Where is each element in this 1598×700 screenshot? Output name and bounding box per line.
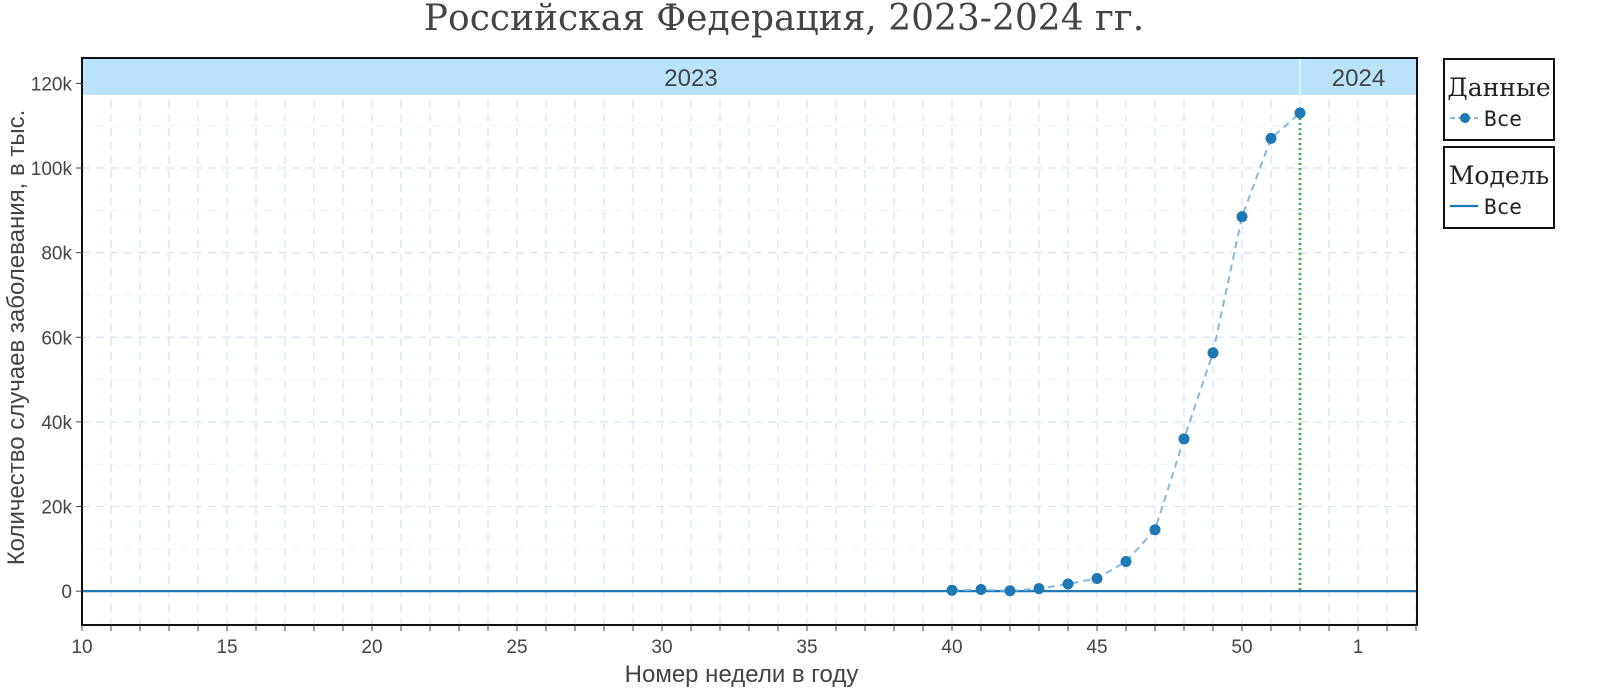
y-axis-label: Количество случаев заболевания, в тыс. bbox=[3, 110, 30, 566]
data-point-week-45 bbox=[1091, 572, 1103, 584]
chart-marks bbox=[82, 107, 1417, 597]
legend: Данные Все Модель Все bbox=[1443, 58, 1555, 229]
data-point-week-50 bbox=[1236, 211, 1248, 223]
y-tick-label: 120k bbox=[31, 74, 73, 95]
grid bbox=[82, 58, 1417, 625]
data-point-week-40 bbox=[946, 584, 958, 596]
legend-box-model: Модель Все bbox=[1443, 146, 1555, 229]
legend-title: Данные bbox=[1447, 73, 1550, 102]
year-label-2023: 2023 bbox=[664, 65, 717, 92]
x-tick-label: 25 bbox=[506, 637, 527, 658]
legend-title: Модель bbox=[1449, 161, 1549, 190]
x-tick-label: 20 bbox=[361, 637, 382, 658]
x-axis-label: Номер недели в году bbox=[625, 661, 859, 688]
y-tick-label: 60k bbox=[41, 328, 72, 349]
data-point-week-41 bbox=[975, 583, 987, 595]
year-strip-band bbox=[82, 59, 1417, 95]
legend-frame bbox=[1443, 58, 1555, 141]
x-tick-label: 40 bbox=[941, 637, 962, 658]
data-point-week-42 bbox=[1004, 585, 1016, 597]
data-point-week-46 bbox=[1120, 556, 1132, 568]
chart-title: Российская Федерация, 2023-2024 гг. bbox=[424, 0, 1144, 39]
y-tick-label: 0 bbox=[61, 582, 72, 603]
data-point-week-44 bbox=[1062, 578, 1074, 590]
data-point-week-49 bbox=[1207, 347, 1219, 359]
legend-box-data: Данные Все bbox=[1443, 58, 1555, 141]
x-tick-label: 35 bbox=[796, 637, 817, 658]
legend-frame bbox=[1443, 146, 1555, 229]
year-strip: 2023 2024 bbox=[82, 59, 1417, 95]
legend-swatch-marker bbox=[1460, 113, 1470, 123]
x-tick-label: 30 bbox=[651, 637, 672, 658]
year-label-2024: 2024 bbox=[1332, 65, 1385, 92]
legend-item-label: Все bbox=[1484, 195, 1522, 219]
y-tick-label: 100k bbox=[31, 159, 73, 180]
x-tick-label: 50 bbox=[1231, 637, 1252, 658]
data-point-week-52 bbox=[1294, 107, 1306, 119]
x-tick-label: 10 bbox=[71, 637, 92, 658]
y-tick-label: 20k bbox=[41, 498, 72, 519]
legend-item-label: Все bbox=[1484, 107, 1522, 131]
data-point-week-47 bbox=[1149, 524, 1161, 536]
y-tick-label: 80k bbox=[41, 244, 72, 265]
x-tick-label: 45 bbox=[1086, 637, 1107, 658]
data-point-week-51 bbox=[1265, 132, 1277, 144]
data-point-week-48 bbox=[1178, 433, 1190, 445]
x-tick-label: 15 bbox=[216, 637, 237, 658]
y-tick-label: 40k bbox=[41, 413, 72, 434]
x-tick-label: 1 bbox=[1353, 637, 1364, 658]
data-point-week-43 bbox=[1033, 583, 1045, 595]
